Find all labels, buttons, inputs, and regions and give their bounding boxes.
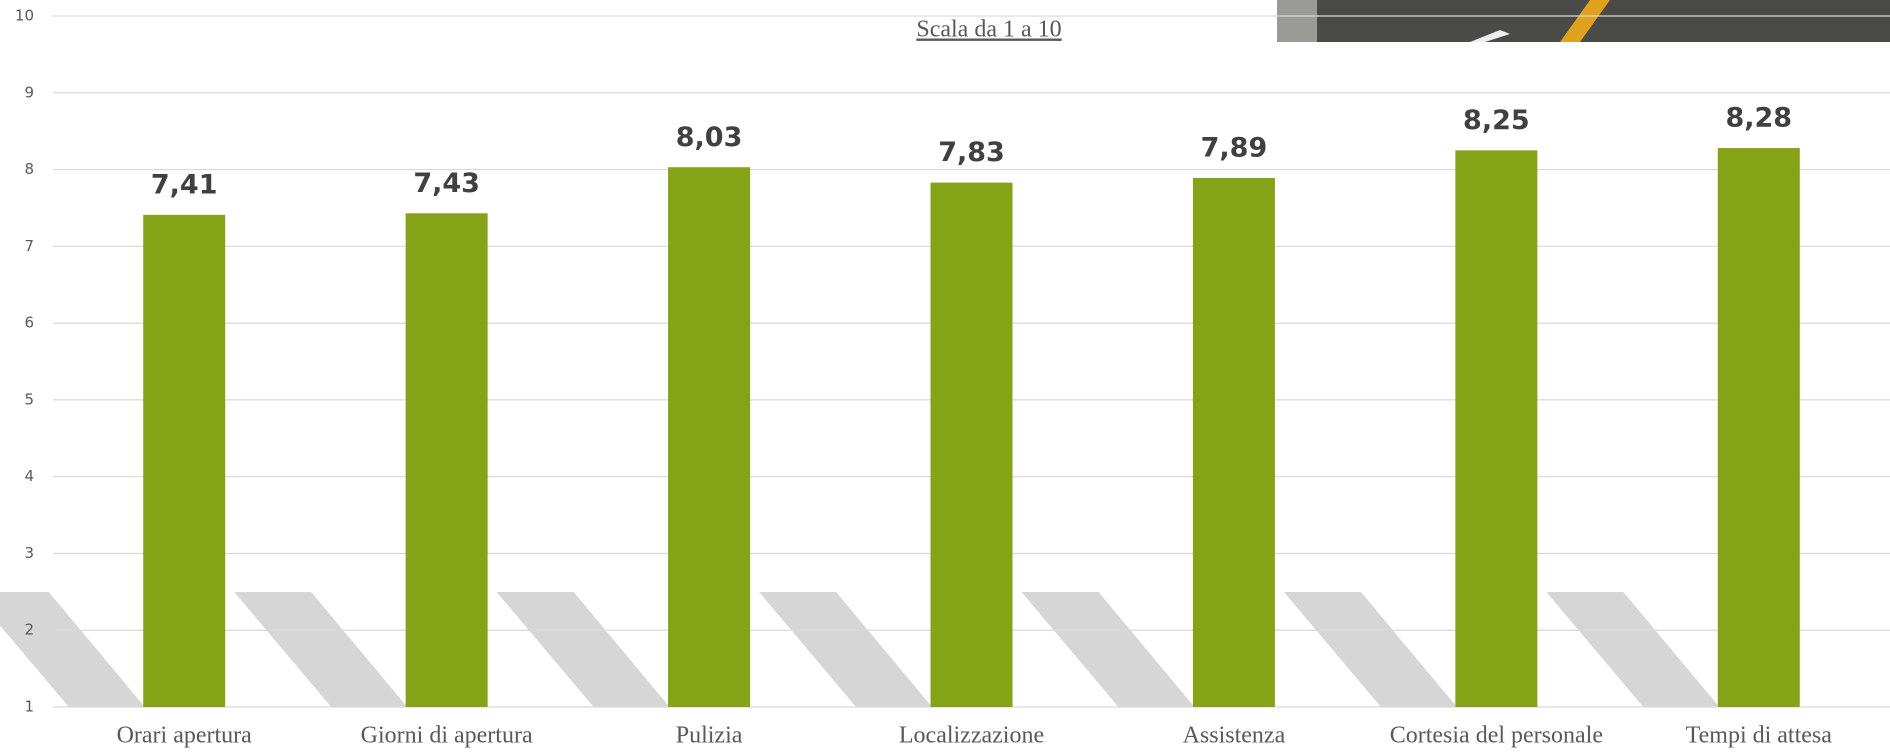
x-tick-label: Tempi di attesa [1686,723,1833,749]
x-tick-label: Localizzazione [899,723,1044,749]
value-label: 7,41 [151,169,218,200]
y-tick-label: 6 [24,314,34,332]
shadow [1022,592,1195,707]
y-tick-label: 8 [24,160,34,178]
y-tick-label: 1 [24,698,34,716]
chart: Scala da 1 a 10 1 2 3 4 5 6 7 8 9 10 Orari apertur… [0,0,1890,753]
y-tick-label: 5 [24,390,34,408]
page: Scala da 1 a 10 1 2 3 4 5 6 7 8 9 10 Orari apertur… [0,0,1890,753]
shadow [0,592,145,707]
y-tick-label: 9 [24,83,34,101]
bar [1718,148,1800,707]
shadow [759,592,932,707]
bar [1455,150,1537,707]
y-tick-label: 10 [15,7,34,25]
shadow [497,592,670,707]
chart-title: Scala da 1 a 10 [916,17,1061,43]
value-label: 7,43 [413,168,480,199]
y-tick-label: 2 [24,621,34,639]
value-label: 8,25 [1463,105,1530,136]
bar [143,215,225,707]
y-tick-label: 4 [24,467,34,485]
x-tick-label: Giorni di apertura [361,723,533,749]
bar [668,167,750,707]
shadow [234,592,407,707]
y-tick-label: 3 [24,544,34,562]
photo [1277,0,1890,42]
x-tick-label: Orari apertura [117,723,253,749]
value-label: 8,28 [1725,103,1792,134]
shadow [1546,592,1719,707]
x-tick-label: Pulizia [676,723,743,749]
bar [1193,178,1275,707]
bar [931,183,1013,707]
value-label: 7,89 [1201,133,1268,164]
y-tick-label: 7 [24,237,34,255]
x-tick-label: Cortesia del personale [1390,723,1603,749]
bar [406,213,488,707]
value-label: 8,03 [676,122,743,153]
value-label: 7,83 [938,137,1005,168]
x-tick-label: Assistenza [1183,723,1286,749]
shadow [1284,592,1457,707]
